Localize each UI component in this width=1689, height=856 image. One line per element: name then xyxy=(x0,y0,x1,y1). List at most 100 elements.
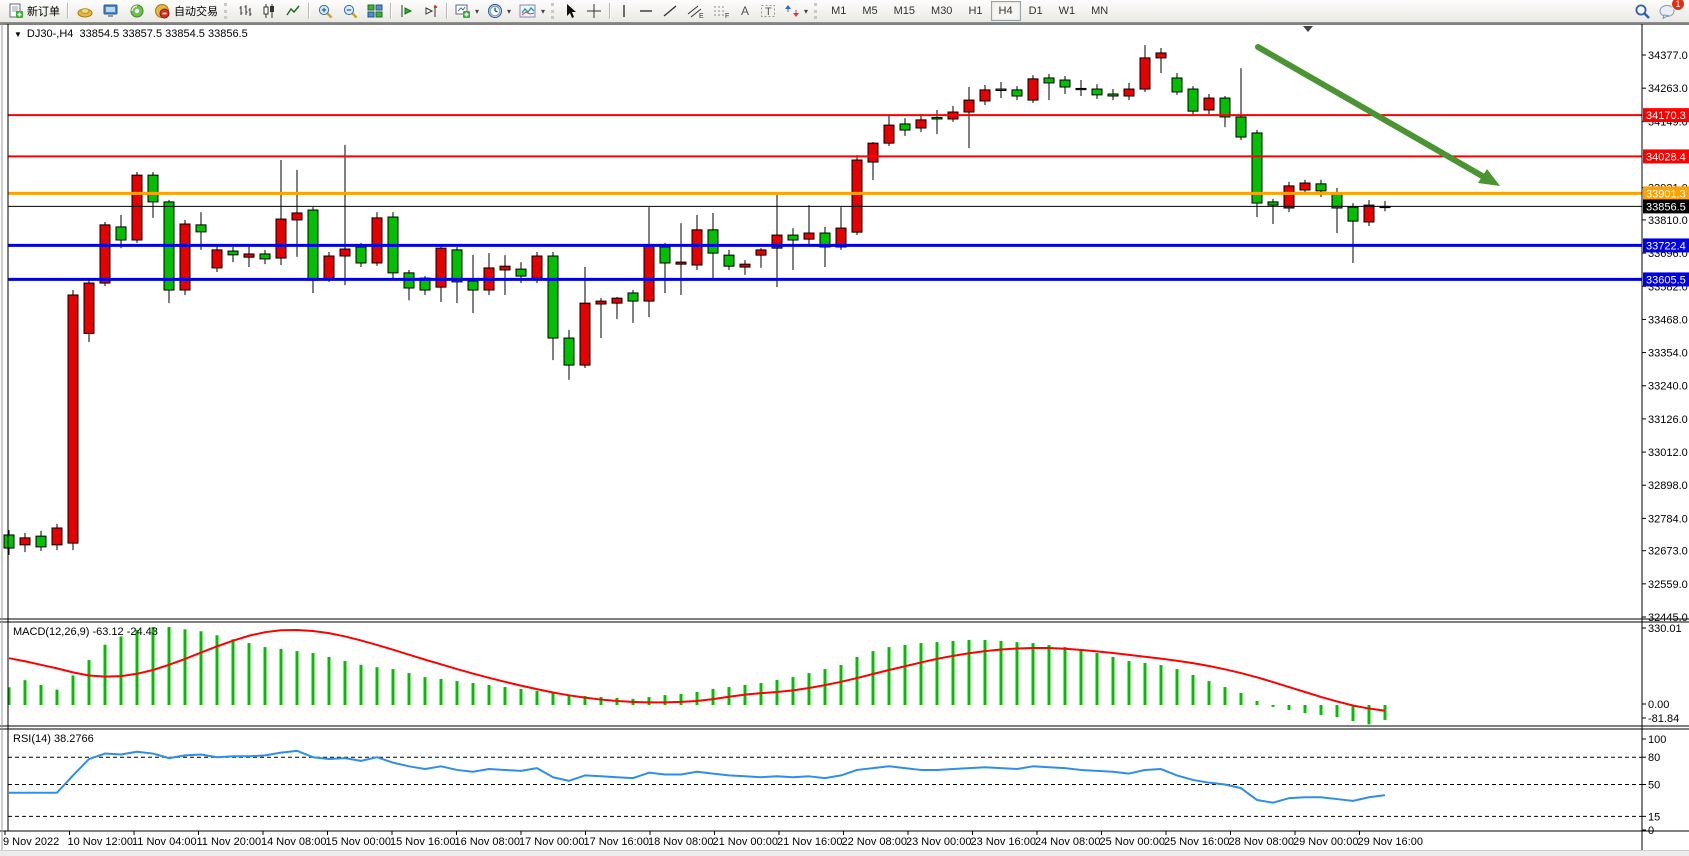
macd-histogram-bar xyxy=(967,639,971,705)
macd-histogram-bar xyxy=(935,642,939,705)
gold-button[interactable] xyxy=(72,0,98,22)
symbol-dropdown-icon[interactable]: ▼ xyxy=(14,30,22,39)
macd-histogram-bar xyxy=(903,644,907,705)
rsi-axis-label: 15 xyxy=(1648,811,1660,823)
price-tick-label: 33354.0 xyxy=(1648,348,1688,360)
notifications-button[interactable]: 1 xyxy=(1655,0,1685,22)
macd-axis-label: -81.84 xyxy=(1648,713,1679,725)
rsi-axis-label: 0 xyxy=(1648,825,1654,837)
tile-windows-button[interactable] xyxy=(363,0,387,22)
timeframe-d1[interactable]: D1 xyxy=(1028,5,1043,17)
time-axis-label: 21 Nov 16:00 xyxy=(777,836,842,848)
time-axis-label: 11 Nov 20:00 xyxy=(197,836,262,848)
timeframe-m1[interactable]: M1 xyxy=(831,5,847,17)
time-axis-label: 23 Nov 00:00 xyxy=(906,836,971,848)
channel-tool[interactable]: E xyxy=(682,0,708,22)
vertical-line-icon xyxy=(623,5,625,17)
price-tick-label: 33012.0 xyxy=(1648,447,1688,459)
time-axis-label: 25 Nov 16:00 xyxy=(1164,836,1229,848)
candle-bearish xyxy=(1043,77,1055,84)
macd-histogram-bar xyxy=(1271,705,1275,707)
macd-histogram-bar xyxy=(71,675,75,705)
macd-histogram-bar xyxy=(135,629,139,705)
arrows-tool[interactable]: ▾ xyxy=(780,0,812,22)
signals-button[interactable] xyxy=(124,0,150,22)
timeframe-w1[interactable]: W1 xyxy=(1058,5,1076,17)
search-button[interactable] xyxy=(1630,0,1655,22)
candle-bullish xyxy=(67,294,79,544)
trendline-tool[interactable] xyxy=(658,0,682,22)
auto-trading-button[interactable]: 自动交易 xyxy=(150,0,222,22)
macd-histogram-bar xyxy=(279,648,283,705)
new-chart-button[interactable]: ▾ xyxy=(451,0,483,22)
text-label-tool[interactable]: T xyxy=(756,0,780,22)
timeframe-h4[interactable]: H4 xyxy=(990,1,1021,21)
time-axis-label: 15 Nov 00:00 xyxy=(326,836,391,848)
macd-histogram-bar xyxy=(1207,681,1211,705)
time-axis-label: 22 Nov 08:00 xyxy=(842,836,907,848)
fibonacci-tool[interactable]: F xyxy=(708,0,734,22)
macd-histogram-bar xyxy=(1015,642,1019,705)
chevron-down-icon: ▾ xyxy=(507,6,512,16)
line-chart-mode-button[interactable] xyxy=(281,0,305,22)
new-order-button[interactable]: 新订单 xyxy=(4,0,64,22)
timeframe-m5[interactable]: M5 xyxy=(862,5,878,17)
trend-arrow-head xyxy=(1478,169,1500,186)
price-chart-canvas[interactable]: 34377.034263.034149.033921.033810.033696… xyxy=(0,23,1689,855)
timeframe-m30[interactable]: M30 xyxy=(931,5,953,17)
vertical-line-tool[interactable] xyxy=(614,0,634,22)
auto-scroll-button[interactable] xyxy=(395,0,419,22)
chevron-down-icon: ▾ xyxy=(804,6,809,16)
zoom-out-button[interactable] xyxy=(338,0,363,22)
auto-scroll-icon xyxy=(401,5,413,17)
market-watch-button[interactable] xyxy=(98,0,124,22)
macd-histogram-bar xyxy=(55,689,59,705)
candle-bearish xyxy=(451,249,463,283)
bar-chart-mode-button[interactable] xyxy=(233,0,257,22)
horizontal-line-tool[interactable] xyxy=(634,0,658,22)
macd-histogram-bar xyxy=(599,696,603,705)
macd-histogram-bar xyxy=(23,680,27,705)
macd-indicator-label: MACD(12,26,9) -63.12 -24.43 xyxy=(13,626,158,638)
macd-histogram-bar xyxy=(247,643,251,705)
macd-histogram-bar xyxy=(1367,705,1371,725)
macd-histogram-bar xyxy=(1047,644,1051,705)
candle-bullish xyxy=(915,119,927,129)
periods-button[interactable]: ▾ xyxy=(483,0,515,22)
candle-bullish xyxy=(675,261,687,265)
timeframe-h1[interactable]: H1 xyxy=(968,5,983,17)
candle-bearish xyxy=(195,224,207,233)
chart-window[interactable]: 34377.034263.034149.033921.033810.033696… xyxy=(0,23,1689,855)
macd-histogram-bar xyxy=(1319,705,1323,715)
chevron-down-icon: ▾ xyxy=(541,6,546,16)
candle-bearish xyxy=(1251,132,1263,204)
candlestick-mode-button[interactable] xyxy=(257,0,281,22)
new-order-icon xyxy=(9,3,23,18)
price-level-badge-label: 34028.4 xyxy=(1646,151,1686,163)
macd-histogram-bar xyxy=(647,696,651,705)
candle-bullish xyxy=(963,99,975,113)
crosshair-button[interactable] xyxy=(582,0,606,22)
cursor-button[interactable] xyxy=(560,0,582,22)
macd-histogram-bar xyxy=(183,629,187,705)
macd-histogram-bar xyxy=(855,657,859,705)
chart-shift-marker xyxy=(1303,26,1313,32)
time-axis-label: 23 Nov 16:00 xyxy=(971,836,1036,848)
candle-bullish xyxy=(435,247,447,288)
candle-bearish xyxy=(1347,206,1359,222)
price-level-badge xyxy=(1643,149,1689,164)
macd-histogram-bar xyxy=(1111,657,1115,705)
chart-shift-button[interactable] xyxy=(419,0,443,22)
timeframe-m15[interactable]: M15 xyxy=(893,5,916,17)
text-tool[interactable]: A xyxy=(734,0,756,22)
timeframe-mn[interactable]: MN xyxy=(1091,5,1109,17)
candle-bearish xyxy=(1187,88,1199,112)
candle-bullish xyxy=(1363,204,1375,223)
separator xyxy=(446,3,448,19)
chart-symbol-period: DJ30-,H4 xyxy=(26,28,74,40)
candle-bullish xyxy=(643,244,655,302)
macd-histogram-bar xyxy=(295,651,299,705)
indicators-button[interactable]: ▾ xyxy=(515,0,549,22)
zoom-in-button[interactable] xyxy=(313,0,338,22)
price-tick-label: 33468.0 xyxy=(1648,314,1688,326)
